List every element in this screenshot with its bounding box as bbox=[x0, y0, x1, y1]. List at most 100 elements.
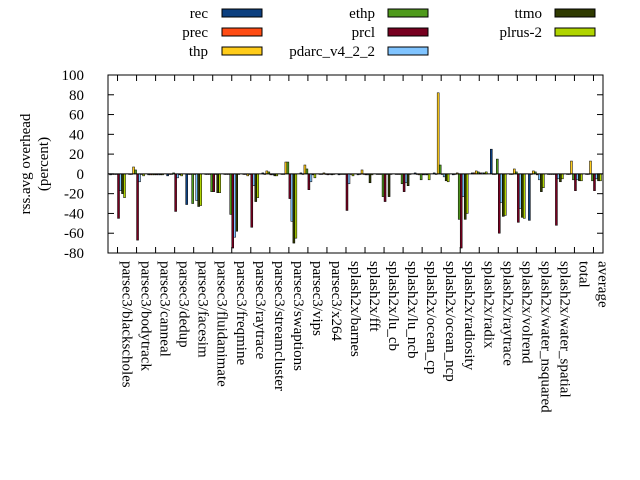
bar-ttmo-17 bbox=[444, 173, 448, 182]
legend-label: rec bbox=[190, 6, 209, 22]
bar-pdarc_v4_2_2-25 bbox=[595, 173, 598, 180]
bar-pdarc_v4_2_2-18 bbox=[461, 173, 465, 197]
bar-ttmo-0 bbox=[121, 173, 124, 194]
bar-ethp-20 bbox=[496, 158, 499, 175]
bar-ttmo-24 bbox=[578, 173, 581, 182]
bar-thp-24 bbox=[570, 160, 573, 175]
legend-label: ethp bbox=[349, 6, 375, 22]
bar-ethp-9 bbox=[286, 161, 290, 175]
x-tick-label: splash2x/lu_ncb bbox=[404, 261, 420, 359]
bar-ethp-25 bbox=[591, 173, 594, 182]
bar-ethp-1 bbox=[134, 169, 137, 175]
bar-ethp-16 bbox=[419, 173, 423, 181]
bar-plrus-2-23 bbox=[561, 173, 564, 180]
legend-label: ttmo bbox=[514, 6, 542, 22]
bar-plrus-2-22 bbox=[542, 173, 545, 188]
bar-plrus-2-25 bbox=[599, 173, 602, 182]
legend-label: plrus-2 bbox=[500, 25, 543, 41]
x-tick-label: average bbox=[594, 261, 610, 308]
legend-swatch bbox=[221, 27, 263, 37]
bar-pdarc_v4_2_2-1 bbox=[138, 173, 141, 183]
bar-ttmo-6 bbox=[235, 173, 238, 232]
bar-ttmo-14 bbox=[387, 173, 391, 197]
bar-prcl-3 bbox=[174, 173, 177, 212]
bar-plrus-2-16 bbox=[427, 173, 431, 181]
bar-ethp-17 bbox=[438, 164, 442, 175]
bar-pdarc_v4_2_2-0 bbox=[119, 173, 122, 191]
x-tick-label: parsec3/canneal bbox=[157, 261, 173, 357]
bar-ttmo-5 bbox=[216, 173, 219, 193]
plot-border bbox=[107, 74, 604, 254]
bar-ttmo-22 bbox=[540, 173, 543, 192]
y-tick-label: 40 bbox=[69, 127, 84, 143]
bar-ttmo-18 bbox=[463, 173, 467, 220]
bar-pdarc_v4_2_2-10 bbox=[309, 173, 313, 183]
bar-ethp-10 bbox=[305, 168, 309, 175]
bar-plrus-2-7 bbox=[256, 173, 260, 198]
bar-thp-25 bbox=[589, 160, 592, 175]
bar-prcl-5 bbox=[212, 173, 215, 192]
legend-item-prcl: prcl bbox=[352, 25, 429, 41]
y-tick-label: -40 bbox=[64, 206, 84, 222]
x-tick-label: splash2x/ocean_cp bbox=[423, 261, 439, 374]
bar-pdarc_v4_2_2-9 bbox=[290, 173, 294, 222]
bar-ethp-6 bbox=[229, 173, 232, 215]
bar-pdarc_v4_2_2-6 bbox=[233, 173, 236, 238]
bar-prcl-12 bbox=[345, 173, 349, 211]
legend-label: prec bbox=[182, 25, 208, 41]
bar-plrus-2-21 bbox=[523, 173, 526, 219]
y-tick-label: 100 bbox=[62, 68, 85, 84]
legend-swatch bbox=[554, 8, 596, 18]
bar-pdarc_v4_2_2-7 bbox=[252, 173, 256, 187]
legend-item-plrus-2: plrus-2 bbox=[500, 25, 596, 41]
bar-pdarc_v4_2_2-22 bbox=[538, 173, 541, 181]
bar-plrus-2-24 bbox=[580, 173, 583, 182]
bar-thp-21 bbox=[513, 168, 516, 175]
bar-prcl-6 bbox=[231, 173, 234, 249]
y-tick-label: 80 bbox=[69, 88, 84, 104]
bar-rec-20 bbox=[490, 148, 493, 175]
bar-thp-9 bbox=[284, 161, 288, 175]
bar-ethp-4 bbox=[191, 173, 194, 204]
bar-prcl-15 bbox=[402, 173, 406, 192]
bar-ttmo-9 bbox=[292, 173, 296, 244]
bar-thp-10 bbox=[303, 164, 307, 175]
legend-swatch bbox=[387, 8, 429, 18]
x-tick-label: splash2x/fft bbox=[366, 261, 382, 332]
y-tick-label: 60 bbox=[69, 108, 84, 124]
bar-pdarc_v4_2_2-15 bbox=[404, 173, 408, 184]
bar-plrus-2-4 bbox=[199, 173, 202, 206]
x-tick-label: splash2x/lu_cb bbox=[385, 261, 401, 351]
bar-prcl-24 bbox=[574, 173, 577, 191]
bar-prcl-7 bbox=[250, 173, 254, 228]
bar-plrus-2-0 bbox=[123, 173, 126, 198]
x-tick-label: splash2x/raytrace bbox=[499, 261, 515, 366]
legend-swatch bbox=[221, 46, 263, 56]
bar-ttmo-4 bbox=[197, 173, 200, 207]
bar-ethp-5 bbox=[210, 173, 213, 192]
x-tick-label: parsec3/freqmine bbox=[233, 261, 249, 365]
bar-ttmo-21 bbox=[521, 173, 524, 218]
x-tick-label: parsec3/facesim bbox=[195, 261, 211, 358]
bar-plrus-2-10 bbox=[313, 173, 317, 179]
x-tick-label: parsec3/bodytrack bbox=[138, 261, 154, 371]
bar-prcl-10 bbox=[307, 173, 311, 190]
x-tick-label: splash2x/water_spatial bbox=[556, 261, 572, 398]
x-tick-label: parsec3/fluidanimate bbox=[214, 261, 230, 387]
legend-label: prcl bbox=[352, 25, 375, 41]
legend-swatch bbox=[221, 8, 263, 18]
x-tick-label: parsec3/x264 bbox=[328, 261, 344, 341]
bar-ttmo-23 bbox=[559, 173, 562, 183]
y-tick-label: 20 bbox=[69, 147, 84, 163]
bar-ttmo-7 bbox=[254, 173, 258, 202]
bar-pdarc_v4_2_2-24 bbox=[576, 173, 579, 181]
x-tick-label: parsec3/blackscholes bbox=[119, 261, 135, 388]
bar-plrus-2-20 bbox=[504, 173, 507, 216]
bar-ethp-14 bbox=[381, 173, 385, 197]
y-tick-label: -60 bbox=[64, 226, 84, 242]
y-tick-label: -80 bbox=[64, 246, 84, 262]
bar-rec-22 bbox=[528, 173, 531, 221]
bar-prcl-25 bbox=[593, 173, 596, 191]
bar-plrus-2-5 bbox=[218, 173, 221, 193]
